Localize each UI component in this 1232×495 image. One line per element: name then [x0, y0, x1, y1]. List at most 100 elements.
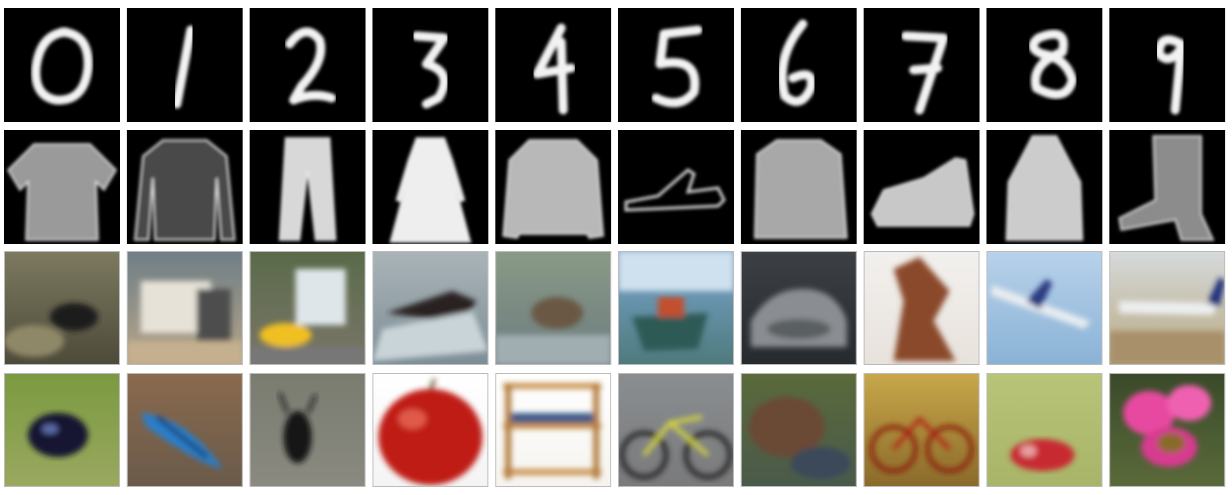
fashion-image: [618, 130, 734, 244]
fashion-image: [372, 130, 489, 244]
photo-object: [505, 383, 512, 479]
photo-objects: [4, 303, 98, 357]
photo-image: [4, 251, 120, 365]
digit-stroke: [777, 19, 816, 106]
fashion-image: [249, 130, 366, 244]
photo-image: [249, 251, 366, 365]
photo-image: [618, 373, 734, 487]
frame: [986, 251, 1103, 365]
photo-object: [1026, 279, 1053, 309]
digit-image: [249, 8, 366, 122]
digit-stroke: [1154, 35, 1186, 115]
photo-object: [632, 313, 708, 351]
photo-image: [495, 373, 612, 487]
photo-object: [1119, 301, 1218, 315]
background: [495, 373, 612, 487]
frame: [249, 373, 366, 487]
photo-image: [986, 251, 1103, 365]
photo-image: [4, 373, 120, 487]
photo-image: [740, 373, 857, 487]
digit-image: [126, 8, 243, 122]
cell-content: [249, 8, 366, 122]
frame: [495, 251, 612, 365]
fashion-image: [495, 130, 612, 244]
frame: [863, 373, 980, 487]
digit-stroke: [285, 27, 337, 105]
fashion-image: [986, 130, 1103, 244]
photo-object: [1207, 277, 1226, 307]
item-shape: [7, 143, 117, 241]
item-shape: [1118, 135, 1215, 241]
frame: [4, 251, 120, 365]
cell-content: [249, 130, 366, 244]
cell-content: [126, 373, 243, 487]
cell-content: [4, 130, 120, 244]
photo-object: [766, 319, 831, 339]
photo-object: [683, 430, 733, 480]
cell-content: [618, 130, 734, 244]
cell-content: [1109, 130, 1226, 244]
photo-objects: [249, 269, 366, 365]
photo-object: [295, 269, 346, 325]
photo-objects: [990, 279, 1091, 329]
cell-content: [740, 373, 857, 487]
photo-object: [42, 424, 58, 434]
photo-objects: [126, 281, 243, 365]
cell-content: [740, 130, 857, 244]
frame: [4, 373, 120, 487]
cell-content: [1109, 251, 1226, 365]
background: [1109, 8, 1226, 122]
photo-objects: [869, 416, 974, 473]
photo-objects: [140, 413, 223, 469]
photo-object: [511, 413, 594, 423]
photo-objects: [619, 415, 733, 480]
item-shape: [389, 137, 472, 243]
item-shape: [502, 139, 605, 239]
photo-object: [50, 303, 98, 331]
fashion-image: [863, 130, 980, 244]
frame: [1109, 251, 1226, 365]
digit-stroke: [411, 31, 449, 109]
cell-content: [986, 251, 1103, 365]
photo-image: [1109, 251, 1226, 365]
frame: [372, 373, 489, 487]
cell-content: [986, 373, 1103, 487]
photo-object: [748, 397, 825, 457]
photo-object: [503, 423, 602, 429]
digit-stroke: [901, 31, 949, 115]
photo-object: [398, 409, 427, 429]
photo-object: [155, 415, 209, 459]
photo-object: [196, 289, 231, 341]
digit-stroke: [172, 25, 196, 109]
cell-content: [863, 8, 980, 122]
frame: [618, 373, 734, 487]
photo-object: [495, 335, 612, 365]
digit-image: [372, 8, 489, 122]
photo-image: [126, 373, 243, 487]
frame: [618, 251, 734, 365]
cell-content: [495, 8, 612, 122]
photo-object: [642, 415, 710, 457]
digit-image: [740, 8, 857, 122]
frame: [740, 373, 857, 487]
cell-content: [740, 8, 857, 122]
photo-object: [249, 347, 366, 365]
digit-stroke: [31, 27, 93, 105]
cell-content: [372, 8, 489, 122]
frame: [986, 373, 1103, 487]
photo-image: [986, 373, 1103, 487]
photo-image: [863, 251, 980, 365]
cell-content: [618, 251, 734, 365]
cell-content: [249, 251, 366, 365]
photo-object: [1123, 391, 1176, 435]
photo-object: [893, 257, 956, 361]
photo-object: [619, 430, 669, 480]
background: [4, 8, 120, 122]
cell-content: [618, 373, 734, 487]
photo-object: [892, 416, 952, 451]
photo-object: [1167, 385, 1212, 421]
cell-content: [372, 251, 489, 365]
cell-content: [126, 8, 243, 122]
